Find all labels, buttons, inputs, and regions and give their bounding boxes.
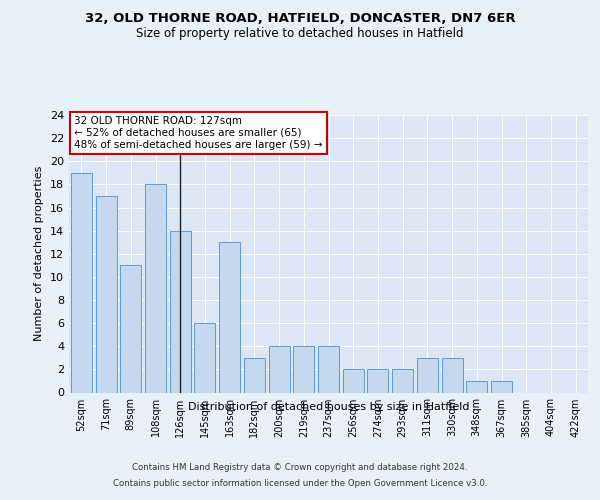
Bar: [120, 266, 141, 392]
Bar: [95, 196, 116, 392]
Bar: [145, 184, 166, 392]
Bar: [269, 346, 290, 393]
Bar: [367, 370, 388, 392]
Bar: [194, 323, 215, 392]
Text: 32 OLD THORNE ROAD: 127sqm
← 52% of detached houses are smaller (65)
48% of semi: 32 OLD THORNE ROAD: 127sqm ← 52% of deta…: [74, 116, 323, 150]
Text: 32, OLD THORNE ROAD, HATFIELD, DONCASTER, DN7 6ER: 32, OLD THORNE ROAD, HATFIELD, DONCASTER…: [85, 12, 515, 26]
Text: Contains public sector information licensed under the Open Government Licence v3: Contains public sector information licen…: [113, 479, 487, 488]
Bar: [293, 346, 314, 393]
Text: Contains HM Land Registry data © Crown copyright and database right 2024.: Contains HM Land Registry data © Crown c…: [132, 462, 468, 471]
Bar: [466, 381, 487, 392]
Bar: [244, 358, 265, 392]
Bar: [343, 370, 364, 392]
Bar: [392, 370, 413, 392]
Bar: [442, 358, 463, 392]
Bar: [170, 230, 191, 392]
Y-axis label: Number of detached properties: Number of detached properties: [34, 166, 44, 342]
Bar: [491, 381, 512, 392]
Text: Distribution of detached houses by size in Hatfield: Distribution of detached houses by size …: [188, 402, 470, 412]
Bar: [318, 346, 339, 393]
Text: Size of property relative to detached houses in Hatfield: Size of property relative to detached ho…: [136, 28, 464, 40]
Bar: [71, 173, 92, 392]
Bar: [417, 358, 438, 392]
Bar: [219, 242, 240, 392]
